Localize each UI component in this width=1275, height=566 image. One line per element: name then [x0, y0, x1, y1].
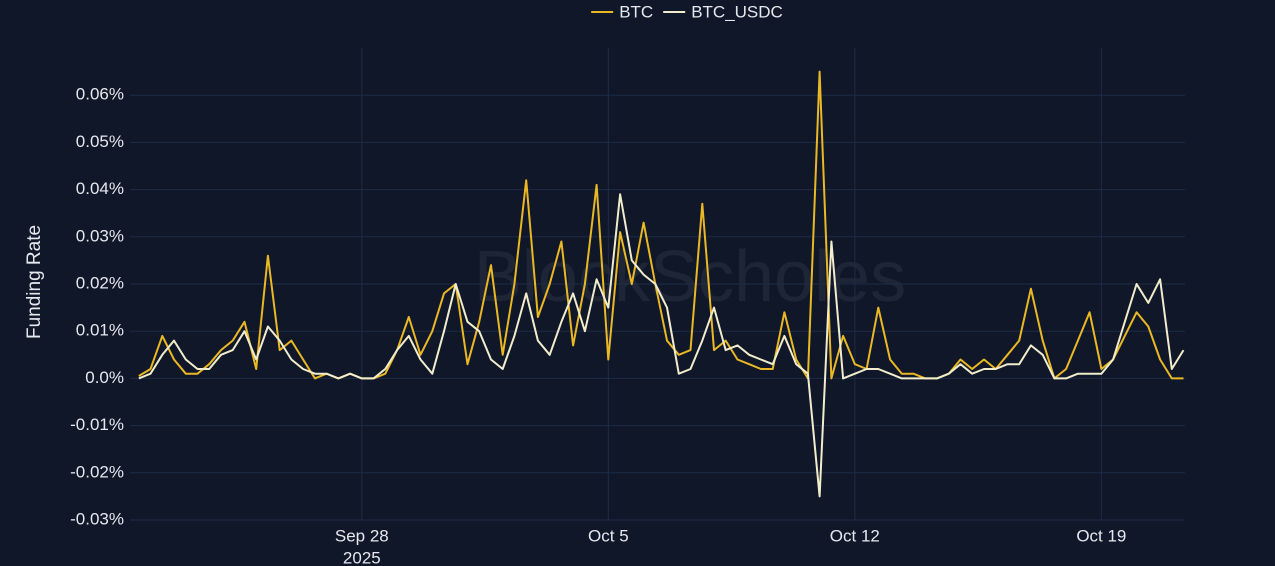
- watermark: BlockScholes: [474, 237, 906, 317]
- series-line: [138, 193, 1185, 498]
- x-tick-label: Sep 28: [335, 526, 389, 545]
- x-tick-label: Oct 5: [588, 526, 629, 545]
- y-tick-label: 0.04%: [76, 179, 124, 198]
- y-tick-label: -0.03%: [70, 509, 124, 528]
- y-tick-label: 0.0%: [85, 368, 124, 387]
- y-tick-label: 0.05%: [76, 132, 124, 151]
- y-tick-label: -0.01%: [70, 415, 124, 434]
- x-year-label: 2025: [343, 548, 381, 566]
- y-tick-label: 0.03%: [76, 226, 124, 245]
- series-line: [138, 70, 1184, 380]
- y-tick-label: 0.01%: [76, 321, 124, 340]
- y-tick-label: -0.02%: [70, 462, 124, 481]
- x-tick-label: Oct 12: [830, 526, 880, 545]
- x-tick-label: Oct 19: [1076, 526, 1126, 545]
- y-tick-label: 0.02%: [76, 273, 124, 292]
- legend-label: BTC: [619, 2, 653, 21]
- legend-label: BTC_USDC: [691, 2, 783, 21]
- y-axis-title: Funding Rate: [24, 225, 45, 339]
- y-tick-label: 0.06%: [76, 85, 124, 104]
